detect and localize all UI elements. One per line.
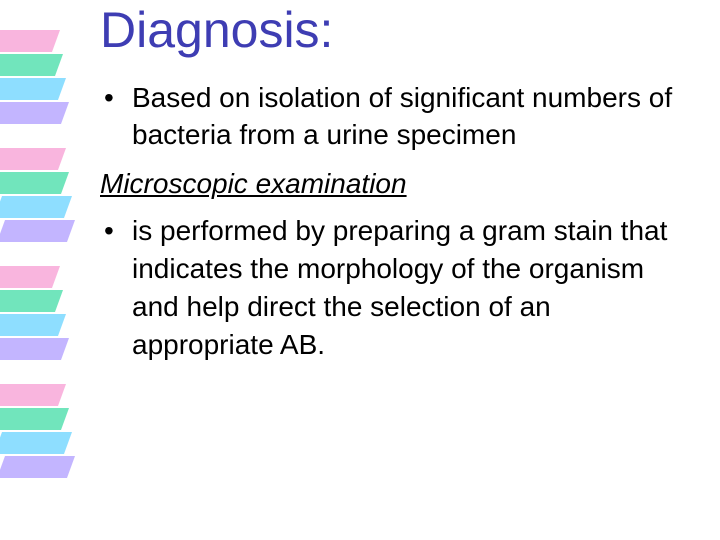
slide-title: Diagnosis: (100, 4, 700, 57)
bullet-text: is performed by preparing a gram stain t… (132, 212, 700, 363)
bullet-marker: • (100, 79, 132, 117)
slide-content: Diagnosis: • Based on isolation of signi… (100, 0, 700, 370)
bullet-item: • is performed by preparing a gram stain… (100, 212, 700, 363)
bullet-marker: • (100, 212, 132, 250)
bullet-text: Based on isolation of significant number… (132, 79, 700, 155)
bullet-item: • Based on isolation of significant numb… (100, 79, 700, 155)
slide-subheading: Microscopic examination (100, 166, 700, 202)
